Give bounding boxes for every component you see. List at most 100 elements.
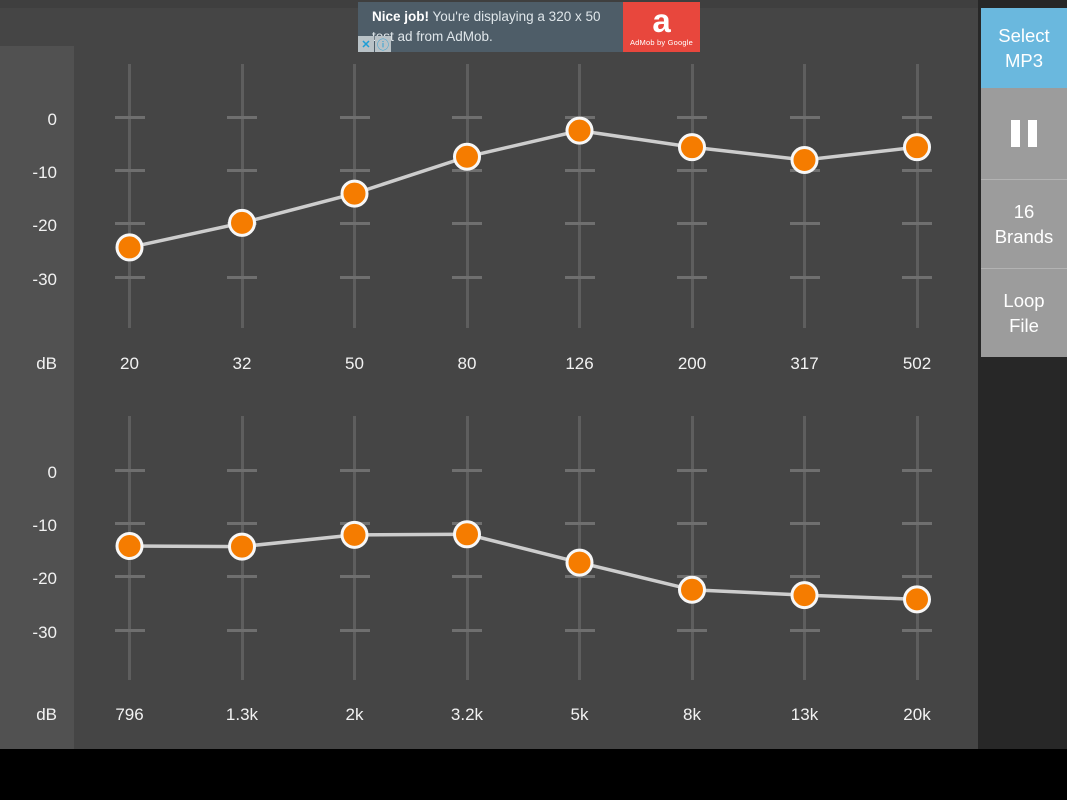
eq-slider-tick [339, 468, 370, 472]
eq-slider-tick [902, 115, 932, 119]
eq-slider-tick [114, 222, 145, 226]
eq-slider-tick [677, 222, 707, 226]
eq-slider-tick [339, 222, 370, 226]
eq-slider-track[interactable] [915, 64, 919, 328]
frequency-label: 50 [345, 354, 364, 373]
ad-line1-rest: You're displaying a 320 x 50 [429, 9, 601, 24]
eq-knob[interactable] [678, 133, 706, 162]
frequency-label: 20k [903, 705, 931, 724]
eq-slider-tick [564, 628, 595, 632]
frequency-label: 32 [232, 354, 252, 373]
eq-slider-tick [789, 222, 820, 226]
eq-slider-tick [789, 522, 820, 526]
eq-slider-tick [789, 115, 820, 119]
ad-info-button[interactable]: ⓘ [375, 36, 391, 52]
eq-knob[interactable] [340, 520, 369, 549]
eq-knob[interactable] [903, 585, 931, 614]
eq-knob[interactable] [228, 208, 256, 237]
eq-slider-tick [227, 275, 257, 279]
android-navbar [0, 749, 1067, 800]
sidebar: Select MP3 16 Brands Loop File [978, 0, 1067, 749]
frequency-label: 2k [345, 705, 364, 724]
eq-knob[interactable] [565, 116, 594, 145]
db-axis-tick-label: -30 [32, 622, 57, 642]
eq-slider-tick [902, 522, 932, 526]
eq-knob[interactable] [228, 532, 256, 561]
loop-file-label-line1: Loop [1003, 290, 1045, 311]
close-icon: ✕ [361, 38, 371, 51]
brands-label-line1: 16 [1013, 201, 1035, 222]
eq-slider-tick [227, 468, 257, 472]
eq-slider-tick [677, 275, 707, 279]
ad-line1: Nice job! You're displaying a 320 x 50 [372, 7, 623, 27]
eq-knob[interactable] [115, 233, 144, 262]
eq-slider-tick [789, 468, 820, 472]
eq-slider-track[interactable] [915, 416, 919, 680]
eq-slider-tick [902, 169, 932, 173]
eq-slider-track[interactable] [803, 416, 806, 680]
eq-knob[interactable] [340, 179, 369, 208]
eq-slider-track[interactable] [465, 64, 469, 328]
eq-knob[interactable] [790, 581, 819, 610]
eq-knob[interactable] [565, 548, 594, 577]
eq-slider-tick [902, 222, 932, 226]
eq-slider-track[interactable] [578, 416, 581, 680]
loop-file-label-line2: File [1009, 315, 1039, 336]
eq-slider-tick [564, 275, 595, 279]
pause-button[interactable] [981, 88, 1067, 179]
db-axis-tick-label: -10 [32, 163, 57, 183]
eq-slider-tick [902, 275, 932, 279]
eq-slider-track[interactable] [803, 64, 806, 328]
ad-close-button[interactable]: ✕ [358, 36, 374, 52]
db-axis-unit-label: dB [36, 354, 57, 373]
frequency-label: 126 [565, 354, 594, 373]
eq-slider-tick [677, 468, 707, 472]
eq-slider-track[interactable] [240, 64, 244, 328]
frequency-label: 796 [115, 705, 144, 724]
eq-slider-tick [227, 169, 257, 173]
eq-slider-tick [677, 169, 707, 173]
select-mp3-button[interactable]: Select MP3 [981, 8, 1067, 88]
db-axis-tick-label: -10 [32, 516, 57, 536]
db-axis-panel [0, 46, 74, 749]
eq-slider-tick [677, 628, 707, 632]
eq-slider-tick [114, 169, 145, 173]
eq-slider-tick [452, 115, 482, 119]
eq-knob[interactable] [790, 145, 819, 174]
eq-slider-tick [452, 628, 482, 632]
eq-slider-tick [677, 522, 707, 526]
eq-slider-tick [564, 222, 595, 226]
eq-slider-track[interactable] [128, 64, 131, 328]
eq-slider-tick [227, 575, 257, 579]
frequency-label: 13k [790, 705, 819, 724]
db-axis-tick-label: 0 [47, 462, 57, 482]
eq-slider-tick [114, 115, 145, 119]
eq-slider-track[interactable] [578, 64, 581, 328]
eq-knob[interactable] [678, 575, 706, 604]
brands-button[interactable]: 16 Brands [981, 179, 1067, 268]
db-axis-unit-label: dB [36, 705, 57, 724]
eq-slider-tick [452, 222, 482, 226]
eq-slider-tick [339, 575, 370, 579]
eq-slider-track[interactable] [690, 64, 694, 328]
eq-slider-tick [114, 522, 145, 526]
admob-logo-block: a AdMob by Google [623, 2, 700, 52]
eq-knob[interactable] [903, 133, 931, 162]
eq-knob[interactable] [115, 532, 144, 561]
eq-slider-tick [789, 628, 820, 632]
eq-slider-tick [114, 468, 145, 472]
eq-slider-tick [452, 575, 482, 579]
eq-knob[interactable] [453, 142, 481, 171]
frequency-label: 5k [570, 705, 589, 724]
eq-slider-tick [564, 169, 595, 173]
eq-knob[interactable] [453, 520, 481, 549]
frequency-label: 3.2k [450, 705, 484, 724]
eq-slider-track[interactable] [690, 416, 694, 680]
eq-slider-tick [114, 575, 145, 579]
ad-banner[interactable]: Nice job! You're displaying a 320 x 50 t… [358, 2, 700, 52]
admob-logo-caption: AdMob by Google [629, 37, 694, 47]
frequency-label: 8k [683, 705, 701, 724]
brands-label-line2: Brands [994, 226, 1054, 247]
loop-file-button[interactable]: Loop File [981, 268, 1067, 357]
